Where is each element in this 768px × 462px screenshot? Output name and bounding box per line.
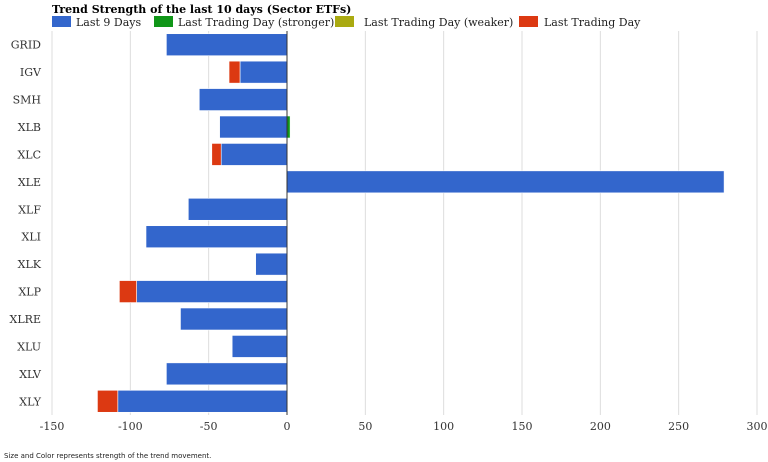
x-axis-tick-labels: -150 -100 -50 0 50 100 150 200 250 300 [40,420,768,433]
x-tick-label: 250 [668,420,689,433]
category-label: XLI [22,231,41,244]
legend-swatch-last-trading-day-weaker [335,16,354,27]
bar-xlc-last-9-days [220,143,288,166]
x-tick-label: -100 [118,420,143,433]
category-label: XLB [18,121,41,134]
category-label: XLRE [10,313,41,326]
bar-xlp-last-trading-day [119,280,137,303]
chart-title: Trend Strength of the last 10 days (Sect… [52,3,351,16]
legend-swatch-last-trading-day-stronger [154,16,173,27]
bar-xly-last-trading-day [97,389,119,413]
gridlines [51,31,758,415]
category-label: XLE [18,176,41,189]
bar-xlc-last-trading-day [211,143,222,166]
category-label: GRID [11,39,41,52]
bar-xlu-last-9-days [231,335,288,358]
x-tick-label: 100 [433,420,454,433]
bar-xlk-last-9-days [255,252,288,276]
legend-label-last-trading-day-weaker: Last Trading Day (weaker) [364,16,513,29]
category-label: XLC [17,148,41,161]
x-tick-label: -50 [200,420,218,433]
category-label: XLP [18,286,41,299]
legend-swatch-last-9-days [52,16,71,27]
bar-igv-last-9-days [239,60,288,84]
category-label: XLK [18,258,42,271]
footnote: Size and Color represents strength of th… [4,452,211,460]
bar-igv-last-trading-day [228,60,241,84]
bar-smh-last-9-days [198,88,288,111]
category-label: XLU [17,340,41,353]
bar-xlb-last-9-days [219,115,288,139]
bar-xle-last-9-days [286,170,725,194]
bar-xlp-last-9-days [136,280,288,303]
x-tick-label: 300 [747,420,768,433]
x-tick-label: 0 [284,420,291,433]
category-labels: GRID IGV SMH XLB XLC XLE XLF XLI XLK XLP XLRE XLU XL… [10,39,43,409]
category-label: XLV [19,368,42,381]
x-tick-label: -150 [40,420,65,433]
x-tick-label: 150 [512,420,533,433]
bar-xly-last-9-days [117,389,288,413]
bar-xli-last-9-days [145,225,288,249]
legend: Last 9 Days Last Trading Day (stronger) … [52,16,641,29]
legend-label-last-trading-day: Last Trading Day [544,16,641,29]
bar-xlre-last-9-days [180,307,288,331]
category-label: XLY [19,395,41,408]
category-label: SMH [13,94,41,107]
bar-xlf-last-9-days [188,197,288,221]
legend-label-last-9-days: Last 9 Days [76,16,142,29]
legend-swatch-last-trading-day [519,16,538,27]
legend-label-last-trading-day-stronger: Last Trading Day (stronger) [178,16,334,29]
bars [97,33,725,413]
x-tick-label: 50 [358,420,372,433]
x-tick-label: 200 [590,420,611,433]
bar-xlv-last-9-days [166,362,288,386]
bar-grid-last-9-days [166,33,288,57]
category-label: IGV [20,66,42,79]
category-label: XLF [18,203,41,216]
